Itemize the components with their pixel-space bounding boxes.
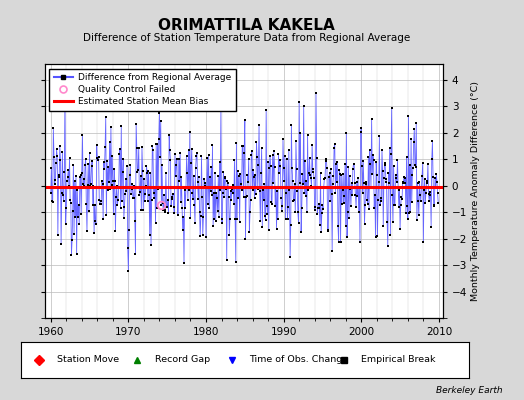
Legend: Difference from Regional Average, Quality Control Failed, Estimated Station Mean: Difference from Regional Average, Qualit… <box>49 68 236 111</box>
Text: Time of Obs. Change: Time of Obs. Change <box>249 356 348 364</box>
Text: Record Gap: Record Gap <box>156 356 211 364</box>
Text: Empirical Break: Empirical Break <box>362 356 436 364</box>
Text: Berkeley Earth: Berkeley Earth <box>436 386 503 395</box>
Text: Difference of Station Temperature Data from Regional Average: Difference of Station Temperature Data f… <box>83 33 410 43</box>
Text: ORIMATTILA KAKELA: ORIMATTILA KAKELA <box>158 18 335 33</box>
Y-axis label: Monthly Temperature Anomaly Difference (°C): Monthly Temperature Anomaly Difference (… <box>472 81 481 301</box>
Text: Station Move: Station Move <box>57 356 119 364</box>
